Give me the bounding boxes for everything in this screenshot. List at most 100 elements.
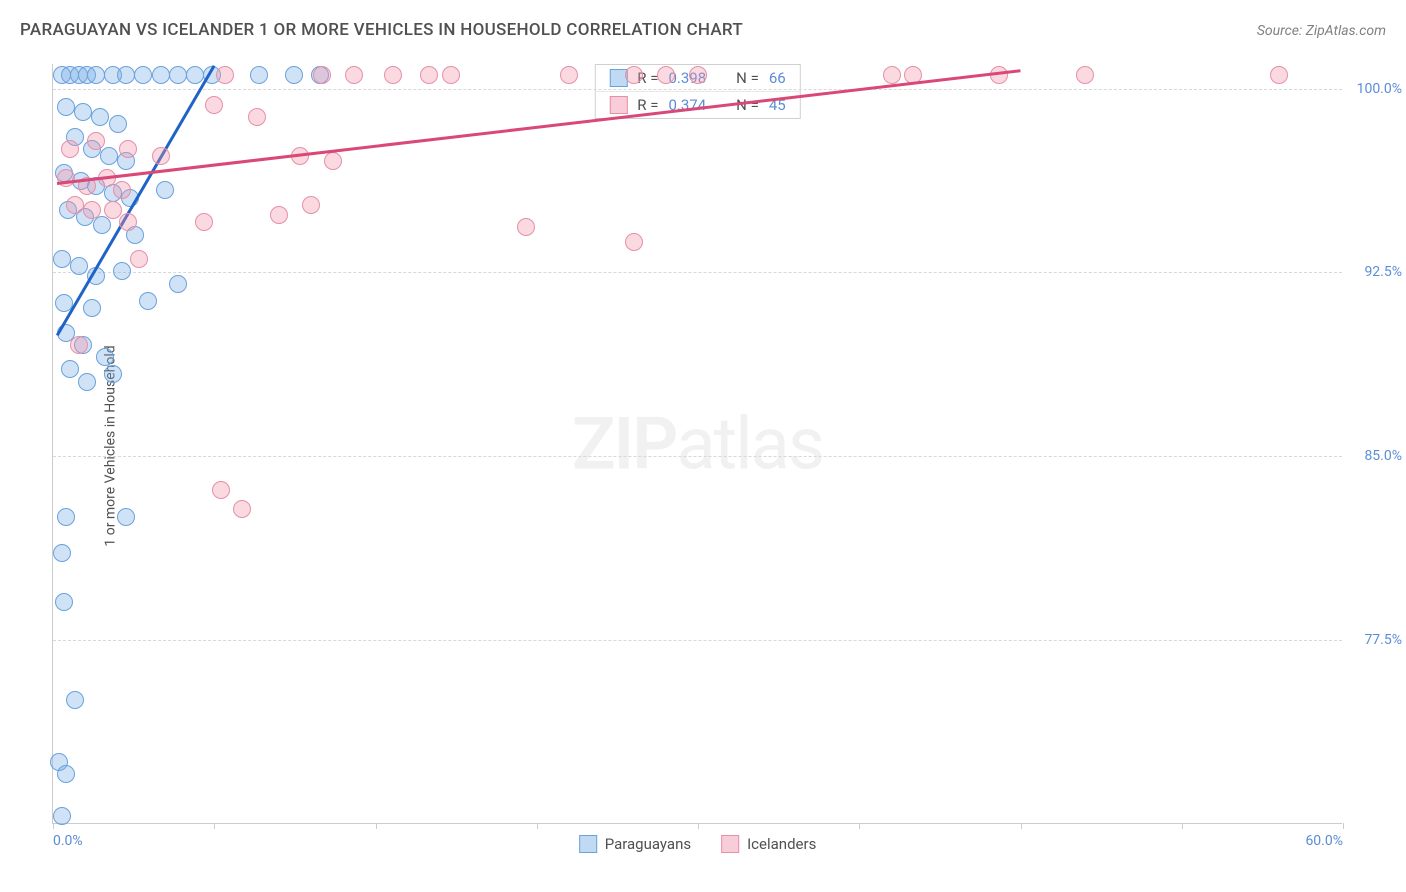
data-point: [117, 66, 135, 84]
data-point: [212, 481, 230, 499]
data-point: [517, 218, 535, 236]
data-point: [625, 233, 643, 251]
stats-row: R = 0.374 N = 45: [595, 91, 799, 118]
data-point: [66, 196, 84, 214]
x-tick: [1021, 823, 1022, 829]
data-point: [152, 147, 170, 165]
y-tick-label: 85.0%: [1347, 448, 1402, 464]
data-point: [156, 181, 174, 199]
legend-label: Paraguayans: [605, 835, 691, 853]
data-point: [384, 66, 402, 84]
data-point: [119, 140, 137, 158]
data-point: [66, 691, 84, 709]
swatch-paraguayans-icon: [579, 835, 597, 853]
data-point: [57, 169, 75, 187]
data-point: [313, 66, 331, 84]
data-point: [169, 66, 187, 84]
data-point: [205, 96, 223, 114]
data-point: [345, 66, 363, 84]
y-tick-label: 77.5%: [1347, 632, 1402, 648]
data-point: [113, 181, 131, 199]
data-point: [139, 292, 157, 310]
data-point: [53, 544, 71, 562]
data-point: [104, 365, 122, 383]
data-point: [70, 257, 88, 275]
data-point: [420, 66, 438, 84]
x-tick: [53, 823, 54, 829]
y-tick-label: 100.0%: [1347, 81, 1402, 97]
swatch-icelanders-icon: [721, 835, 739, 853]
data-point: [689, 66, 707, 84]
data-point: [195, 213, 213, 231]
data-point: [285, 66, 303, 84]
source-label: Source: ZipAtlas.com: [1257, 23, 1386, 39]
watermark: ZIPatlas: [572, 401, 823, 486]
data-point: [152, 66, 170, 84]
data-point: [78, 373, 96, 391]
data-point: [91, 108, 109, 126]
gridline: [53, 456, 1342, 457]
data-point: [113, 262, 131, 280]
data-point: [109, 115, 127, 133]
x-tick: [1182, 823, 1183, 829]
legend-item: Icelanders: [721, 835, 816, 853]
chart-title: PARAGUAYAN VS ICELANDER 1 OR MORE VEHICL…: [20, 20, 743, 40]
scatter-chart: ZIPatlas R = 0.398 N = 66 R = 0.374 N = …: [52, 64, 1342, 824]
stat-n-value: 66: [769, 69, 786, 87]
data-point: [625, 66, 643, 84]
data-point: [1076, 66, 1094, 84]
data-point: [130, 250, 148, 268]
data-point: [442, 66, 460, 84]
x-tick: [859, 823, 860, 829]
data-point: [324, 152, 342, 170]
watermark-rest: atlas: [676, 401, 823, 486]
data-point: [61, 140, 79, 158]
data-point: [104, 201, 122, 219]
stat-n-label: N =: [736, 96, 759, 114]
data-point: [883, 66, 901, 84]
data-point: [83, 201, 101, 219]
y-tick-label: 92.5%: [1347, 264, 1402, 280]
data-point: [100, 147, 118, 165]
data-point: [560, 66, 578, 84]
data-point: [57, 508, 75, 526]
stat-n-label: N =: [736, 69, 759, 87]
x-tick-label: 60.0%: [1305, 833, 1343, 849]
data-point: [169, 275, 187, 293]
x-tick: [376, 823, 377, 829]
data-point: [250, 66, 268, 84]
data-point: [302, 196, 320, 214]
swatch-icelanders-icon: [609, 96, 627, 114]
data-point: [70, 336, 88, 354]
watermark-zip: ZIP: [572, 401, 676, 486]
data-point: [87, 132, 105, 150]
data-point: [53, 250, 71, 268]
data-point: [117, 508, 135, 526]
legend-label: Icelanders: [747, 835, 816, 853]
data-point: [186, 66, 204, 84]
title-bar: PARAGUAYAN VS ICELANDER 1 OR MORE VEHICL…: [0, 0, 1406, 40]
legend-item: Paraguayans: [579, 835, 691, 853]
data-point: [87, 66, 105, 84]
x-tick: [698, 823, 699, 829]
data-point: [119, 213, 137, 231]
x-tick: [537, 823, 538, 829]
gridline: [53, 640, 1342, 641]
data-point: [57, 98, 75, 116]
data-point: [53, 807, 71, 825]
data-point: [990, 66, 1008, 84]
data-point: [74, 103, 92, 121]
gridline: [53, 272, 1342, 273]
data-point: [233, 500, 251, 518]
data-point: [270, 206, 288, 224]
data-point: [55, 593, 73, 611]
data-point: [1270, 66, 1288, 84]
data-point: [134, 66, 152, 84]
data-point: [93, 216, 111, 234]
x-tick: [1343, 823, 1344, 829]
bottom-legend: Paraguayans Icelanders: [579, 835, 817, 853]
data-point: [83, 299, 101, 317]
data-point: [216, 66, 234, 84]
x-tick-label: 0.0%: [53, 833, 83, 849]
data-point: [657, 66, 675, 84]
